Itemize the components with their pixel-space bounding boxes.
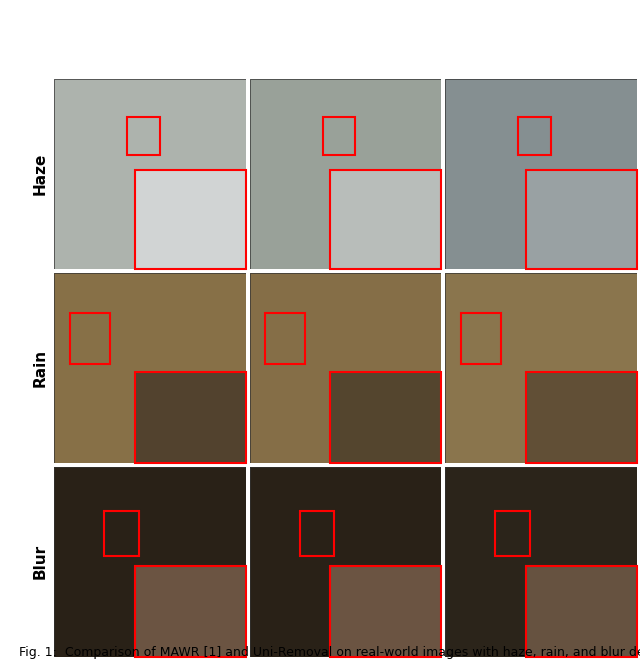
Bar	[323, 117, 355, 155]
Bar	[135, 170, 246, 269]
Bar	[104, 510, 139, 556]
Bar	[461, 313, 500, 364]
Bar	[495, 510, 529, 556]
Bar	[525, 566, 637, 657]
Bar	[518, 117, 550, 155]
Bar	[70, 313, 110, 364]
Bar	[525, 170, 637, 269]
Bar	[300, 510, 334, 556]
Bar	[330, 170, 442, 269]
Text: Fig. 1:  Comparison of MAWR [1] and Uni-Removal on real-world images with haze, : Fig. 1: Comparison of MAWR [1] and Uni-R…	[19, 645, 640, 659]
Bar	[265, 313, 305, 364]
Bar	[330, 566, 442, 657]
Text: Blur: Blur	[33, 544, 48, 579]
Bar	[330, 372, 442, 463]
Bar	[127, 117, 160, 155]
Bar	[135, 566, 246, 657]
Bar	[525, 372, 637, 463]
Text: Rain: Rain	[33, 349, 48, 387]
Bar	[135, 372, 246, 463]
Text: Haze: Haze	[33, 153, 48, 195]
